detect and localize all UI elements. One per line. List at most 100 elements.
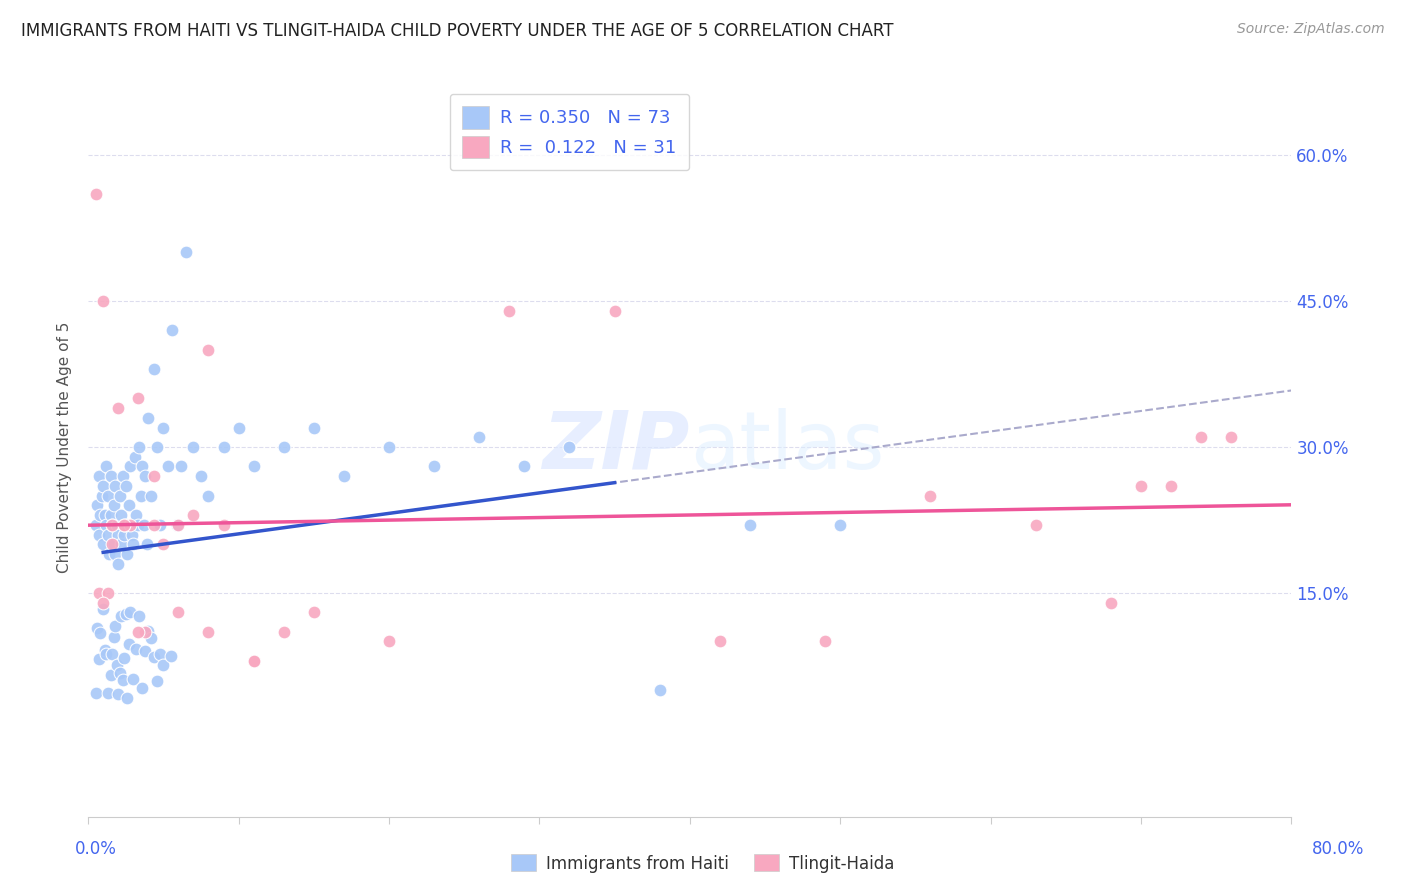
Point xyxy=(107,557,129,571)
Point xyxy=(136,410,159,425)
Point xyxy=(127,517,149,532)
Point xyxy=(167,517,190,532)
Point xyxy=(91,537,114,551)
Point xyxy=(107,687,129,701)
Point xyxy=(118,499,141,513)
Point xyxy=(1099,596,1122,610)
Point xyxy=(190,469,212,483)
Point xyxy=(167,605,190,619)
Point xyxy=(131,459,153,474)
Point xyxy=(127,624,149,639)
Point xyxy=(93,508,115,522)
Point xyxy=(120,459,142,474)
Point xyxy=(121,527,143,541)
Point xyxy=(101,517,124,532)
Point xyxy=(162,323,184,337)
Point xyxy=(378,440,401,454)
Point xyxy=(128,440,150,454)
Point xyxy=(136,624,159,638)
Point xyxy=(1130,479,1153,493)
Point xyxy=(124,450,146,464)
Point xyxy=(103,499,125,513)
Point xyxy=(242,654,264,668)
Point xyxy=(114,479,136,493)
Point xyxy=(117,547,139,561)
Point xyxy=(814,634,837,648)
Point xyxy=(141,489,163,503)
Point xyxy=(110,508,132,522)
Point xyxy=(104,618,127,632)
Point xyxy=(131,681,153,695)
Point xyxy=(242,459,264,474)
Text: 80.0%: 80.0% xyxy=(1312,840,1365,858)
Point xyxy=(152,658,174,673)
Point xyxy=(112,517,135,532)
Legend: R = 0.350   N = 73, R =  0.122   N = 31: R = 0.350 N = 73, R = 0.122 N = 31 xyxy=(450,94,689,170)
Point xyxy=(104,479,127,493)
Point xyxy=(1189,430,1212,444)
Point xyxy=(183,508,205,522)
Point xyxy=(333,469,356,483)
Point xyxy=(91,596,114,610)
Point xyxy=(93,643,115,657)
Point xyxy=(513,459,536,474)
Text: Source: ZipAtlas.com: Source: ZipAtlas.com xyxy=(1237,22,1385,37)
Point xyxy=(108,489,131,503)
Point xyxy=(125,508,148,522)
Point xyxy=(830,517,852,532)
Point xyxy=(132,517,155,532)
Point xyxy=(212,440,235,454)
Point xyxy=(112,527,135,541)
Point xyxy=(197,343,219,357)
Point xyxy=(105,657,128,672)
Point xyxy=(91,479,114,493)
Point xyxy=(1025,517,1047,532)
Point xyxy=(183,440,205,454)
Point xyxy=(117,690,139,705)
Point xyxy=(302,420,325,434)
Point xyxy=(135,537,157,551)
Point xyxy=(170,459,193,474)
Point xyxy=(89,626,111,640)
Point xyxy=(96,517,118,532)
Point xyxy=(89,508,111,522)
Point xyxy=(197,489,219,503)
Point xyxy=(141,631,163,645)
Point xyxy=(146,440,169,454)
Point xyxy=(143,362,166,376)
Point xyxy=(197,624,219,639)
Point xyxy=(107,401,129,415)
Point xyxy=(1220,430,1243,444)
Point xyxy=(273,440,295,454)
Point xyxy=(149,517,172,532)
Legend: Immigrants from Haiti, Tlingit-Haida: Immigrants from Haiti, Tlingit-Haida xyxy=(505,847,901,880)
Point xyxy=(709,634,731,648)
Point xyxy=(125,642,148,657)
Point xyxy=(87,652,110,666)
Text: IMMIGRANTS FROM HAITI VS TLINGIT-HAIDA CHILD POVERTY UNDER THE AGE OF 5 CORRELAT: IMMIGRANTS FROM HAITI VS TLINGIT-HAIDA C… xyxy=(21,22,894,40)
Point xyxy=(105,517,128,532)
Point xyxy=(166,517,188,532)
Point xyxy=(648,683,671,698)
Point xyxy=(128,608,150,623)
Point xyxy=(152,537,174,551)
Point xyxy=(920,489,942,503)
Point xyxy=(423,459,446,474)
Point xyxy=(114,607,136,621)
Point xyxy=(84,517,107,532)
Point xyxy=(152,420,174,434)
Point xyxy=(100,508,122,522)
Point xyxy=(111,673,134,687)
Point xyxy=(97,686,120,700)
Point xyxy=(134,624,156,639)
Point xyxy=(603,303,626,318)
Point xyxy=(98,547,121,561)
Point xyxy=(160,648,183,663)
Point xyxy=(558,440,581,454)
Point xyxy=(103,537,125,551)
Point xyxy=(108,666,131,681)
Point xyxy=(127,392,149,406)
Text: atlas: atlas xyxy=(690,408,884,486)
Point xyxy=(122,537,145,551)
Text: 0.0%: 0.0% xyxy=(75,840,117,858)
